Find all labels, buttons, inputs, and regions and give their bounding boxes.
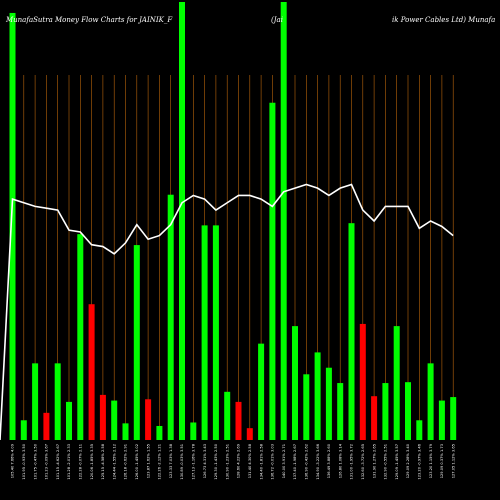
chart-title-left: MunafaSutra Money Flow Charts for JAINIK…: [5, 16, 173, 24]
tick-label: 105.40 7.66% 4.09: [11, 443, 15, 478]
volume-bar: [303, 374, 310, 440]
chart-title: MunafaSutra Money Flow Charts for JAINIK…: [5, 16, 495, 24]
tick-label: 134.40 -1.81% 2.58: [259, 443, 263, 479]
volume-bar: [190, 422, 197, 440]
volume-bar: [427, 363, 434, 440]
tick-label: 126.73 4.31% 3.43: [203, 444, 207, 478]
volume-bar: [212, 225, 219, 440]
tick-label: 126.00 -1.45% 3.02: [135, 444, 139, 480]
tick-label: 101.23 -0.09% 3.67: [45, 444, 49, 480]
volume-bar: [416, 420, 423, 440]
volume-bar: [122, 423, 129, 440]
price-line-group: [0, 183, 454, 441]
tick-label: 132.60 -3.72% 2.65: [361, 444, 365, 480]
tick-label: 130.89 -0.03% 3.51: [180, 444, 184, 480]
tick-label: 130.90 -1.23% 2.51: [225, 444, 229, 480]
volume-bar: [179, 2, 185, 440]
chart-title-mid: (Jai: [271, 16, 283, 24]
tick-label: 134.90 -3.22% 3.66: [316, 443, 320, 479]
volume-bar: [66, 401, 72, 440]
volume-bar: [246, 428, 253, 440]
volume-bar: [258, 343, 265, 440]
tick-label: 140.00 3.91% 2.71: [282, 444, 286, 478]
tick-label: 101.95 -0.93% 3.50: [22, 443, 26, 479]
tick-label: 129.09 -1.45% 3.57: [395, 444, 399, 480]
volume-bar: [111, 400, 118, 440]
tick-label: 125.15 -4.58% 2.58: [101, 443, 105, 479]
volume-bar: [269, 102, 276, 441]
tick-label: 131.90 1.27% 2.65: [372, 444, 376, 478]
tick-label: 123.87 1.62% 1.55: [146, 444, 150, 478]
volume-bar: [337, 383, 344, 440]
volume-bar: [145, 399, 152, 440]
chart-title-right: ik Power Cables Ltd) Munafa: [392, 16, 495, 24]
volume-bar: [224, 391, 231, 440]
volume-bar: [54, 363, 61, 440]
volume-bar: [280, 2, 287, 440]
tick-label: 129.30 -1.43% 2.50: [214, 443, 218, 479]
tick-label: 131.00 -1.95% 3.72: [350, 444, 354, 480]
tick-label: 127.05 1.12% 3.65: [451, 444, 455, 478]
volume-bar: [32, 363, 39, 440]
volume-bar: [99, 394, 106, 440]
volume-bar: [438, 400, 445, 440]
tick-label: 127.13 -1.16% 3.78: [192, 443, 196, 479]
volume-bar: [156, 425, 163, 440]
tick-label: 129.09 2.28% 3.40: [406, 443, 410, 478]
volume-bar: [348, 223, 355, 440]
volume-bar: [235, 401, 242, 440]
volume-bar: [405, 382, 411, 440]
volume-bar: [88, 304, 95, 440]
tick-label: 136.49 3.88% 2.60: [327, 443, 331, 478]
tick-label: 126.80 1.08% 3.14: [338, 443, 342, 478]
volume-bar: [382, 383, 389, 440]
volume-bar: [9, 12, 16, 440]
tick-label: 101.15 -4.62% 2.67: [56, 444, 60, 480]
volume-bar: [43, 412, 50, 440]
tick-label: 126.18 -0.62% 2.91: [124, 444, 128, 480]
volume-bar: [20, 420, 27, 440]
tick-label: 122.26 -2.12% 1.21: [158, 444, 162, 480]
tick-label: 120.06 -1.85% 3.35: [90, 444, 94, 480]
tick-label: 136.72 -0.01% 3.03: [271, 444, 275, 480]
tick-labels: 105.40 7.66% 4.09 101.95 -0.93% 3.50 101.7…: [11, 443, 456, 479]
volume-bar: [201, 225, 208, 440]
tick-label: 129.09 0.37% 1.73: [440, 444, 444, 478]
tick-label: 123.20 1.15% 3.79: [429, 443, 433, 478]
volume-bar: [325, 367, 332, 440]
price-line: [0, 183, 454, 441]
tick-label: 124.44 -1.55% 2.12: [112, 444, 116, 480]
tick-label: 123.20 -0.97% 3.46: [418, 443, 422, 479]
tick-label: 137.40 -1.98% 2.67: [293, 444, 297, 480]
tick-label: 128.60 4.22% 2.69: [237, 443, 241, 478]
volume-bar: [167, 194, 174, 440]
tick-label: 101.75 -0.47% 3.50: [33, 443, 37, 479]
volume-bar: [77, 234, 84, 440]
tick-label: 132.90 -0.55% 2.51: [384, 444, 388, 480]
volume-bar: [450, 397, 457, 440]
volume-bars: [9, 2, 457, 441]
volume-bar: [133, 245, 140, 440]
tick-label: 123.33 7.03% 1.38: [169, 443, 173, 478]
tick-label: 131.40 4.30% 2.58: [248, 443, 252, 478]
volume-bar: [393, 326, 400, 440]
volume-bar: [359, 323, 366, 440]
tick-label: 136.90 -0.42% 2.62: [305, 444, 309, 480]
tick-label: 122.28 -0.07% 2.11: [79, 444, 83, 480]
volume-bar: [371, 396, 378, 440]
volume-bar: [314, 352, 321, 440]
volume-bar: [292, 326, 298, 440]
tick-label: 101.28 -2.01% 2.33: [67, 444, 71, 480]
